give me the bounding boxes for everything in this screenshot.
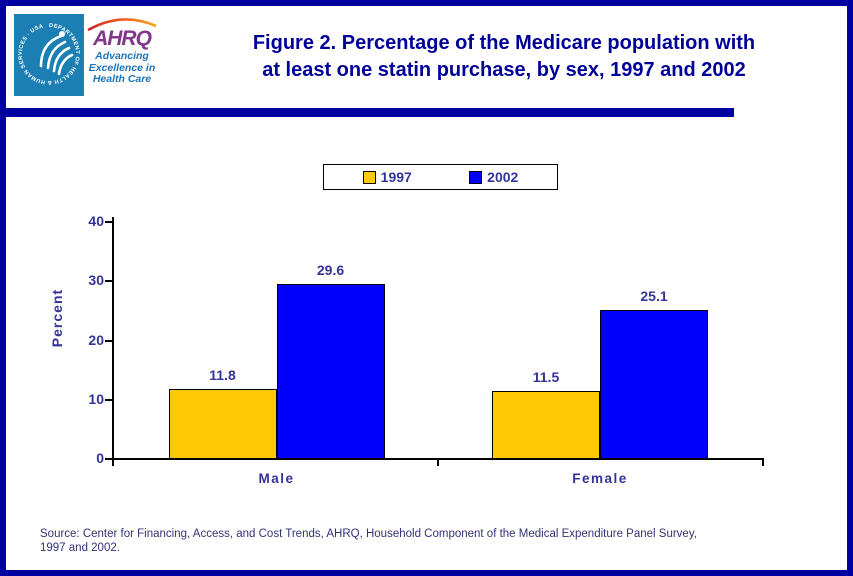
value-label: 11.5 (532, 368, 560, 385)
y-tick-mark (105, 280, 113, 283)
y-tick-label: 10 (88, 390, 104, 407)
y-axis-label: Percent (49, 288, 65, 348)
ahrq-arc-icon (87, 18, 157, 31)
tagline-line-3: Health Care (92, 73, 152, 85)
title-line-1: Figure 2. Percentage of the Medicare pop… (252, 32, 756, 54)
bar-female-1997 (492, 390, 600, 459)
source-line-1: Source: Center for Financing, Access, an… (40, 528, 697, 540)
tagline-line-2: Excellence in (88, 61, 156, 74)
ahrq-logo: AHRQ Advancing Excellence in Health Care (84, 14, 160, 96)
legend-item-1997: 1997 (362, 169, 412, 185)
value-label: 29.6 (316, 261, 345, 278)
x-tick-mark (762, 459, 764, 466)
figure-title: Figure 2. Percentage of the Medicare pop… (168, 30, 840, 84)
category-label: Female (572, 471, 628, 486)
category-label: Male (258, 471, 295, 486)
y-tick-mark (105, 398, 113, 401)
legend-item-2002: 2002 (469, 169, 518, 185)
y-tick-label: 20 (88, 331, 104, 348)
legend-swatch-2002 (469, 170, 483, 184)
y-tick-mark (105, 339, 113, 342)
ahrq-acronym: AHRQ (93, 27, 152, 50)
bar-male-2002 (276, 283, 385, 459)
y-tick-mark (105, 458, 113, 460)
y-tick-label: 40 (88, 213, 104, 229)
y-tick-label: 30 (88, 272, 104, 289)
bar-female-2002 (600, 310, 708, 459)
chart-legend: 1997 2002 (323, 164, 558, 190)
y-tick-mark (105, 221, 113, 223)
eagle-icon (39, 34, 74, 76)
value-label: 11.8 (209, 367, 236, 384)
hhs-seal-icon: DEPARTMENT OF HEALTH & HUMAN SERVICES · … (14, 14, 84, 96)
value-label: 25.1 (640, 288, 668, 305)
x-tick-mark (112, 459, 114, 466)
x-tick-mark (437, 459, 439, 466)
ahrq-tagline: Advancing Excellence in Health Care (84, 50, 160, 86)
source-note: Source: Center for Financing, Access, an… (40, 527, 830, 555)
legend-label-2002: 2002 (487, 169, 519, 185)
tagline-line-1: Advancing (95, 50, 149, 62)
legend-label-1997: 1997 (380, 169, 412, 185)
legend-swatch-1997 (362, 170, 376, 184)
source-line-2: 1997 and 2002. (40, 542, 120, 554)
title-line-2: at least one statin purchase, by sex, 19… (262, 59, 746, 81)
ahrq-hhs-logo: DEPARTMENT OF HEALTH & HUMAN SERVICES · … (14, 14, 160, 96)
eagle-head (59, 31, 65, 37)
bar-male-1997 (168, 389, 277, 459)
header-divider (6, 108, 734, 117)
y-axis-line (112, 217, 114, 460)
y-tick-label: 0 (96, 450, 104, 466)
